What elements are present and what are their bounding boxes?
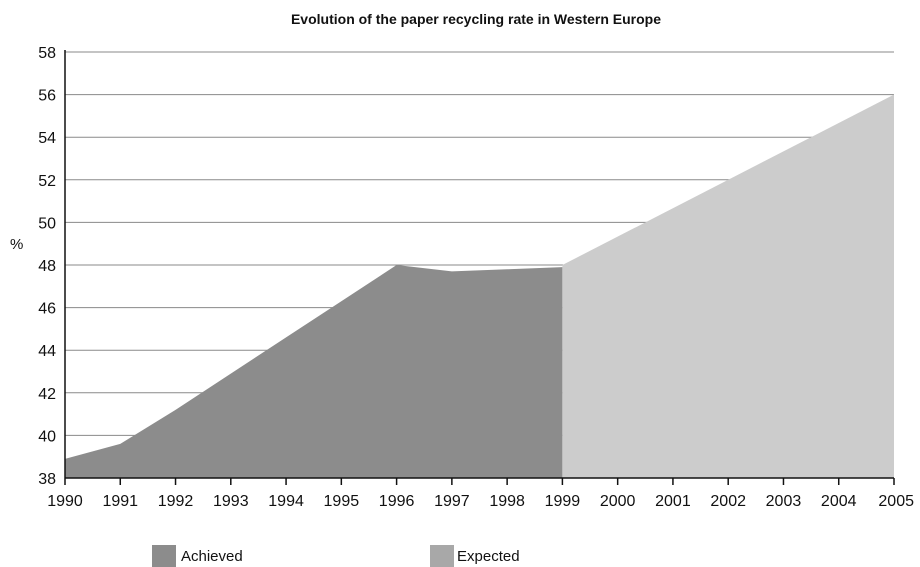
legend: Achieved Expected (152, 545, 520, 567)
x-tick-1991: 1991 (102, 493, 138, 510)
x-tick-1990: 1990 (47, 493, 83, 510)
legend-swatch-expected (430, 545, 454, 567)
x-tick-2005: 2005 (878, 493, 914, 510)
y-tick-42: 42 (38, 386, 56, 403)
area-series-expected (562, 94, 894, 478)
x-tick-1994: 1994 (268, 493, 304, 510)
chart-title: Evolution of the paper recycling rate in… (291, 11, 661, 27)
y-tick-40: 40 (38, 428, 56, 445)
x-tick-labels: 1990 1991 1992 1993 1994 1995 1996 1997 1998 1999… (47, 493, 914, 510)
axes (64, 50, 895, 485)
area-series-achieved (65, 265, 563, 478)
x-tick-1997: 1997 (434, 493, 470, 510)
y-tick-38: 38 (38, 471, 56, 488)
x-tick-1996: 1996 (379, 493, 415, 510)
y-tick-52: 52 (38, 173, 56, 190)
x-tick-1999: 1999 (545, 493, 581, 510)
y-axis-label: % (10, 236, 23, 253)
x-tick-1998: 1998 (489, 493, 525, 510)
legend-label-expected: Expected (457, 548, 520, 565)
x-tick-1995: 1995 (324, 493, 360, 510)
legend-label-achieved: Achieved (181, 548, 243, 565)
x-tick-2004: 2004 (821, 493, 857, 510)
y-tick-54: 54 (38, 130, 56, 147)
plot-area (65, 94, 894, 478)
x-tick-2002: 2002 (710, 493, 746, 510)
y-tick-50: 50 (38, 215, 56, 232)
x-tick-2000: 2000 (600, 493, 636, 510)
y-tick-46: 46 (38, 301, 56, 318)
x-tick-1992: 1992 (158, 493, 194, 510)
x-tick-2003: 2003 (766, 493, 802, 510)
legend-swatch-achieved (152, 545, 176, 567)
y-tick-58: 58 (38, 45, 56, 62)
y-tick-56: 56 (38, 88, 56, 105)
x-tick-1993: 1993 (213, 493, 249, 510)
y-tick-labels: 38 40 42 44 46 48 50 52 54 56 58 (38, 45, 56, 488)
y-tick-44: 44 (38, 343, 56, 360)
y-tick-48: 48 (38, 258, 56, 275)
x-tick-2001: 2001 (655, 493, 691, 510)
